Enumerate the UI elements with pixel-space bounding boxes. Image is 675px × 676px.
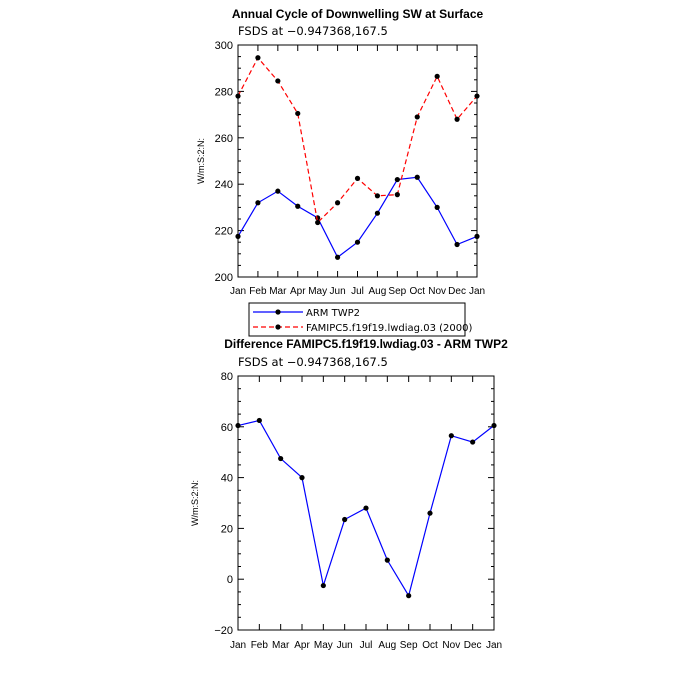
chart1-legend-entry: FAMIPC5.f19f19.lwdiag.03 (2000) (306, 323, 472, 334)
chart1-data-point (474, 233, 480, 239)
chart2-data-point (470, 439, 476, 445)
chart1-legend-marker (275, 324, 281, 330)
chart1-xtick-label: Apr (290, 286, 306, 297)
chart2-title: Difference FAMIPC5.f19f19.lwdiag.03 - AR… (224, 337, 508, 351)
chart2-data-point (278, 455, 284, 462)
chart1-xtick-label: Mar (269, 286, 287, 297)
chart1-ytick-label: 260 (215, 133, 233, 145)
chart2-xtick-label: Jul (360, 640, 373, 651)
chart1-data-point (414, 114, 420, 120)
chart1-data-point (235, 93, 241, 99)
chart1-data-point (275, 78, 281, 84)
chart1-data-point (454, 241, 460, 248)
chart1-data-point (275, 188, 281, 194)
chart1-data-point (394, 176, 400, 183)
chart1-data-point (434, 73, 440, 79)
chart2-ytick-label: −20 (214, 625, 233, 637)
chart1-xtick-label: Oct (409, 286, 425, 297)
chart2-xtick-label: Jan (230, 640, 246, 651)
chart2-data-point (427, 510, 433, 516)
chart2-subtitle: FSDS at −0.947368,167.5 (238, 355, 388, 369)
chart1-ytick-label: 220 (215, 226, 233, 238)
chart1-xtick-label: Jul (351, 286, 364, 297)
chart1-xtick-label: Jun (330, 286, 346, 297)
chart2-xtick-label: Jan (486, 640, 502, 651)
chart1-data-point (434, 204, 440, 210)
chart1-title: Annual Cycle of Downwelling SW at Surfac… (232, 7, 484, 21)
chart2-xtick-label: Feb (251, 640, 269, 651)
chart1-xtick-label: May (308, 286, 327, 297)
chart1-data-point (295, 110, 301, 117)
chart1-data-point (334, 200, 341, 206)
chart1-xtick-label: Sep (388, 286, 406, 297)
chart2-data-point (363, 505, 369, 511)
chart1-data-point (454, 116, 460, 122)
chart2-xtick-label: May (314, 640, 333, 651)
chart1-xtick-label: Dec (448, 286, 466, 297)
chart2-ytick-label: 80 (221, 371, 233, 383)
chart2-xtick-label: Jun (337, 640, 353, 651)
chart1-legend-marker (275, 309, 281, 315)
chart2-ylabel: W/m:S:2:N: (190, 480, 200, 526)
chart2-data-point (491, 422, 497, 429)
chart2-xtick-label: Dec (464, 640, 482, 651)
chart1-data-point (334, 254, 341, 260)
chart1-legend (248, 302, 466, 337)
chart1-data-point (374, 193, 381, 199)
chart2-data-point (235, 422, 241, 429)
chart1-data-point (354, 239, 361, 245)
chart2-ytick-label: 20 (221, 523, 233, 535)
chart1-ytick-label: 280 (215, 86, 233, 98)
chart1-ytick-label: 300 (215, 40, 233, 52)
chart2-xtick-label: Apr (294, 640, 310, 651)
chart2-xtick-label: Nov (442, 640, 460, 651)
chart1-xtick-label: Jan (230, 286, 246, 297)
chart1-ylabel: W/m:S:2:N: (196, 138, 206, 184)
chart2-data-point (342, 516, 348, 523)
chart1-series-line-1 (237, 176, 478, 259)
chart1-data-point (255, 55, 261, 61)
chart2-data-point (406, 593, 412, 599)
chart1-ytick-label: 200 (215, 272, 233, 284)
chart1-xtick-label: Nov (428, 286, 446, 297)
chart1-subtitle: FSDS at −0.947368,167.5 (238, 24, 388, 38)
chart1-ytick-label: 240 (215, 179, 233, 191)
chart2-data-point (448, 433, 454, 439)
chart1-data-point (374, 210, 381, 216)
chart2-frame (237, 375, 495, 631)
chart1-data-point (235, 233, 241, 239)
chart1-data-point (474, 93, 480, 99)
chart1-data-point (394, 192, 400, 198)
chart1-series-line-2 (237, 56, 478, 224)
chart1-xtick-label: Aug (369, 286, 387, 297)
chart2-data-point (299, 475, 305, 481)
chart1-data-point (315, 219, 321, 226)
chart2-xtick-label: Aug (378, 640, 396, 651)
chart2-xtick-label: Mar (272, 640, 290, 651)
chart1-xtick-label: Feb (249, 286, 267, 297)
chart1-data-point (354, 175, 361, 181)
chart2-ytick-label: 40 (221, 473, 233, 485)
chart1-legend-entry: ARM TWP2 (306, 308, 360, 319)
chart2-data-point (384, 557, 390, 563)
chart2-ytick-label: 60 (221, 422, 233, 434)
chart2-data-point (256, 417, 262, 424)
chart1-data-point (255, 200, 261, 206)
chart1-data-point (414, 174, 420, 180)
chart2-xtick-label: Oct (422, 640, 438, 651)
chart1-xtick-label: Jan (469, 286, 485, 297)
chart2-data-point (320, 582, 326, 589)
chart1-data-point (295, 203, 301, 209)
chart2-xtick-label: Sep (400, 640, 418, 651)
chart2-ytick-label: 0 (227, 574, 233, 586)
